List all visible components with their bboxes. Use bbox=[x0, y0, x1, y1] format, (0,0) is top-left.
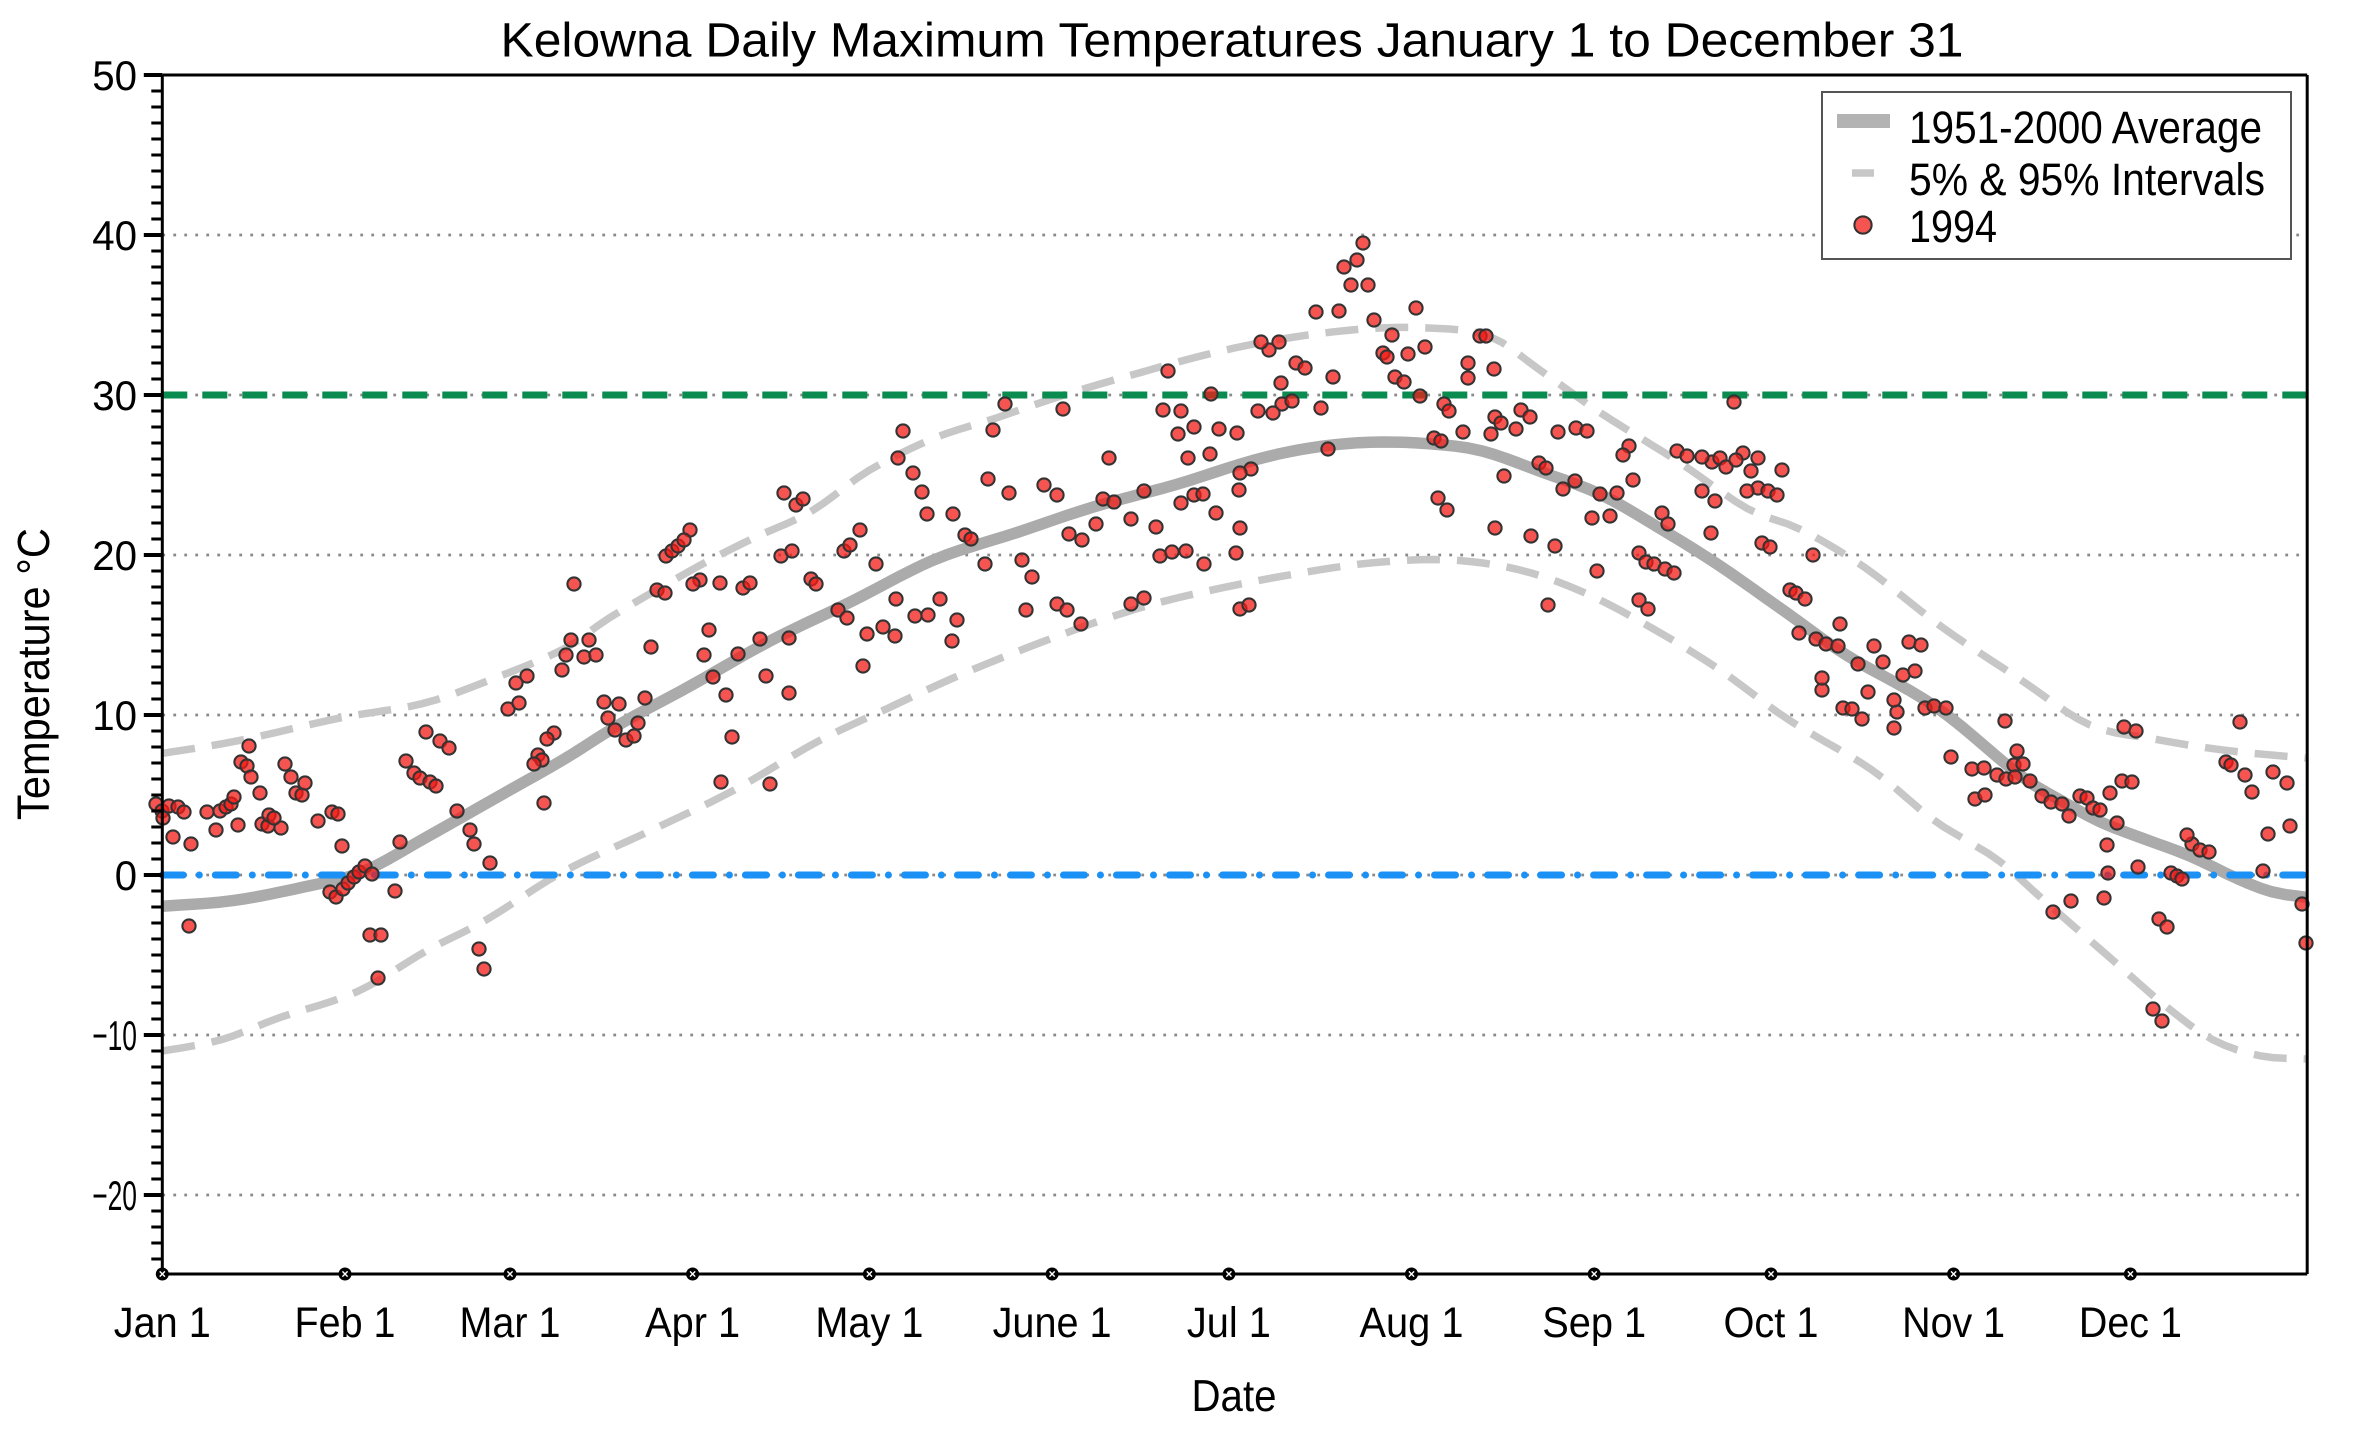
svg-text:May 1: May 1 bbox=[815, 1300, 923, 1347]
svg-text:50: 50 bbox=[92, 52, 137, 99]
svg-text:−20: −20 bbox=[92, 1172, 137, 1219]
svg-text:Sep 1: Sep 1 bbox=[1542, 1300, 1646, 1347]
svg-text:Oct 1: Oct 1 bbox=[1724, 1300, 1819, 1347]
svg-text:Kelowna Daily Maximum Temperat: Kelowna Daily Maximum Temperatures Janua… bbox=[501, 14, 1964, 68]
svg-text:40: 40 bbox=[92, 212, 137, 259]
svg-text:Jan 1: Jan 1 bbox=[114, 1300, 211, 1347]
svg-text:Aug 1: Aug 1 bbox=[1360, 1300, 1464, 1347]
svg-text:5% & 95% Intervals: 5% & 95% Intervals bbox=[1909, 154, 2265, 205]
svg-text:30: 30 bbox=[92, 372, 137, 419]
svg-text:−10: −10 bbox=[92, 1012, 137, 1059]
svg-text:10: 10 bbox=[92, 692, 137, 739]
svg-text:June 1: June 1 bbox=[993, 1300, 1112, 1347]
svg-text:Feb 1: Feb 1 bbox=[295, 1300, 396, 1347]
svg-text:20: 20 bbox=[92, 532, 137, 579]
svg-text:1994: 1994 bbox=[1909, 201, 1997, 252]
svg-text:Mar 1: Mar 1 bbox=[460, 1300, 561, 1347]
svg-text:Temperature °C: Temperature °C bbox=[8, 528, 59, 820]
svg-text:Jul 1: Jul 1 bbox=[1187, 1300, 1271, 1347]
svg-text:1951-2000 Average: 1951-2000 Average bbox=[1909, 102, 2262, 153]
svg-text:Date: Date bbox=[1192, 1372, 1277, 1421]
svg-text:Dec 1: Dec 1 bbox=[2079, 1300, 2182, 1347]
svg-text:0: 0 bbox=[115, 852, 137, 899]
svg-text:Apr 1: Apr 1 bbox=[645, 1300, 740, 1347]
svg-text:Nov 1: Nov 1 bbox=[1902, 1300, 2005, 1347]
